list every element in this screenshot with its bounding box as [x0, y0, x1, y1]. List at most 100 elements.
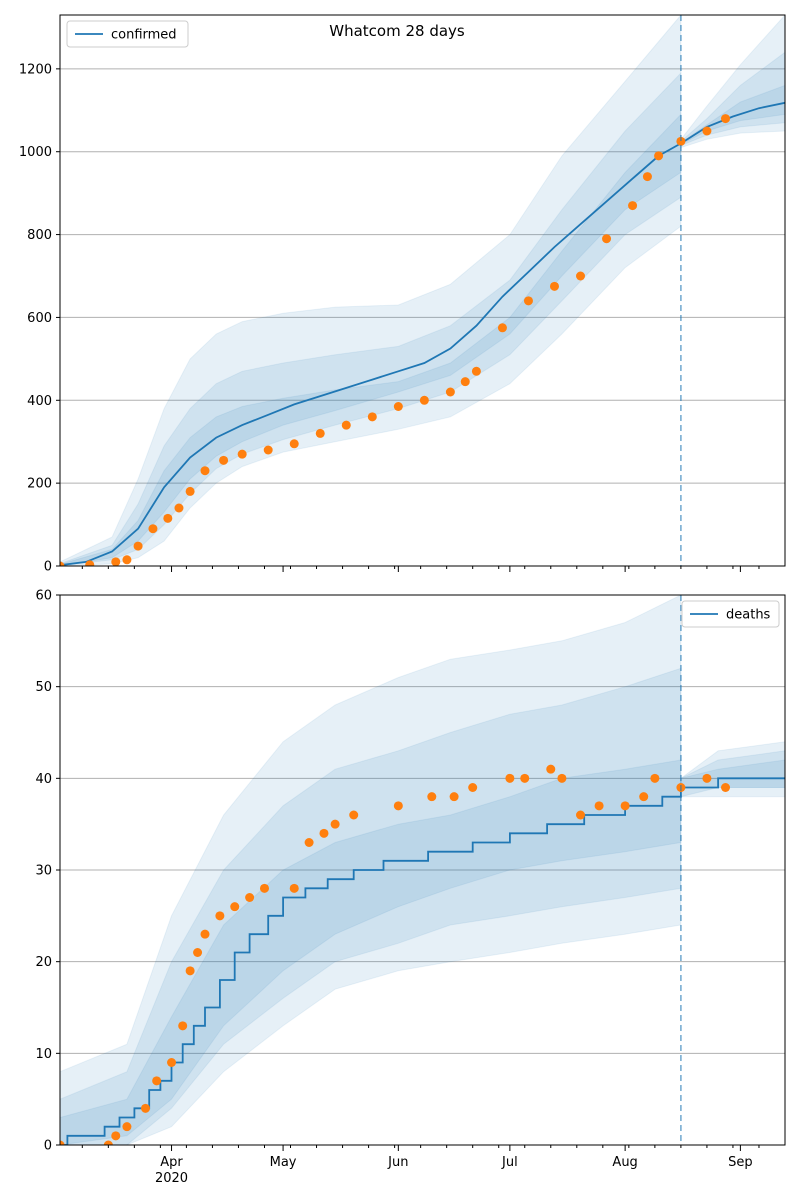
observed-point: [215, 911, 225, 921]
observed-point: [427, 792, 437, 802]
observed-point: [122, 555, 132, 565]
observed-point: [193, 948, 203, 957]
confirmed-line: [60, 101, 785, 566]
observed-point: [219, 455, 229, 465]
y-tick-label: 1000: [19, 145, 52, 160]
observed-point: [449, 792, 459, 802]
observed-point: [163, 513, 173, 523]
observed-point: [576, 810, 586, 820]
observed-point: [468, 783, 478, 792]
y-tick-label: 400: [27, 394, 52, 409]
observed-point: [141, 1103, 151, 1113]
x-tick-label: Apr: [160, 1155, 183, 1170]
y-tick-label: 10: [35, 1047, 52, 1062]
y-tick-label: 0: [44, 560, 52, 575]
legend-box: [66, 20, 189, 48]
observed-point: [152, 1076, 162, 1086]
x-tick-label: Sep: [728, 1155, 753, 1170]
observed-point: [330, 819, 340, 829]
y-tick-label: 800: [27, 228, 52, 243]
observed-point: [520, 773, 530, 783]
observed-point: [471, 366, 481, 376]
observed-point: [111, 1131, 121, 1141]
observed-point: [393, 801, 403, 811]
uncertainty-band: [680, 51, 785, 147]
observed-point: [557, 773, 567, 783]
observed-point: [178, 1021, 188, 1031]
uncertainty-band: [60, 759, 682, 1145]
observed-point: [546, 764, 556, 774]
observed-point: [650, 773, 660, 783]
observed-point: [85, 560, 95, 566]
observed-point: [315, 428, 325, 438]
y-tick-label: 20: [35, 955, 52, 970]
observed-point: [349, 810, 359, 820]
observed-point: [259, 883, 269, 893]
y-tick-label: 0: [44, 1139, 52, 1154]
y-tick-label: 60: [35, 589, 52, 604]
observed-point: [497, 323, 507, 333]
y-tick-label: 40: [35, 772, 52, 787]
observed-point: [341, 420, 351, 430]
x-tick-label: Aug: [612, 1155, 637, 1170]
legend-label: confirmed: [111, 28, 177, 43]
observed-point: [60, 561, 65, 566]
x-tick-label: Jul: [501, 1155, 518, 1170]
observed-point: [133, 541, 143, 551]
observed-point: [185, 486, 195, 496]
observed-point: [419, 395, 429, 405]
observed-point: [319, 828, 329, 838]
observed-point: [174, 503, 184, 513]
observed-point: [200, 466, 210, 476]
observed-point: [702, 773, 712, 783]
observed-point: [654, 151, 664, 161]
observed-point: [702, 126, 712, 136]
observed-point: [505, 773, 515, 783]
observed-point: [289, 439, 299, 449]
observed-point: [676, 136, 686, 146]
legend-box: [681, 600, 780, 628]
observed-point: [185, 966, 195, 976]
plot-area: [60, 15, 785, 566]
observed-point: [721, 783, 731, 792]
x-year-label: 2020: [155, 1171, 188, 1186]
y-tick-label: 200: [27, 477, 52, 492]
legend-label: deaths: [726, 608, 771, 623]
observed-point: [230, 902, 240, 912]
observed-point: [628, 201, 638, 211]
confirmed-panel: 0 200 400 600 800 1000 1200 confirmed: [19, 14, 786, 575]
uncertainty-band: [680, 15, 785, 149]
observed-point: [460, 377, 470, 387]
plot-area: [60, 595, 785, 1145]
x-tick-label: Jun: [387, 1155, 408, 1170]
observed-point: [148, 524, 158, 534]
observed-point: [576, 271, 586, 281]
observed-point: [367, 412, 377, 422]
observed-point: [237, 449, 247, 459]
observed-point: [122, 1122, 132, 1132]
observed-point: [289, 883, 299, 893]
observed-point: [263, 445, 273, 455]
y-tick-label: 50: [35, 680, 52, 695]
observed-point: [602, 234, 612, 244]
y-tick-label: 600: [27, 311, 52, 326]
observed-point: [167, 1058, 177, 1067]
observed-point: [111, 557, 121, 566]
figure-title: Whatcom 28 days: [329, 22, 465, 40]
x-tick-label: May: [270, 1155, 297, 1170]
observed-point: [200, 929, 210, 939]
observed-point: [594, 801, 604, 811]
y-tick-label: 1200: [19, 62, 52, 77]
y-tick-label: 30: [35, 864, 52, 879]
observed-point: [445, 387, 455, 397]
observed-point: [620, 801, 630, 811]
observed-point: [523, 296, 533, 306]
observed-point: [721, 114, 731, 124]
observed-point: [642, 172, 652, 182]
deaths-line: [60, 777, 785, 1145]
observed-point: [245, 893, 255, 902]
observed-point: [393, 402, 403, 411]
uncertainty-band: [60, 113, 682, 566]
